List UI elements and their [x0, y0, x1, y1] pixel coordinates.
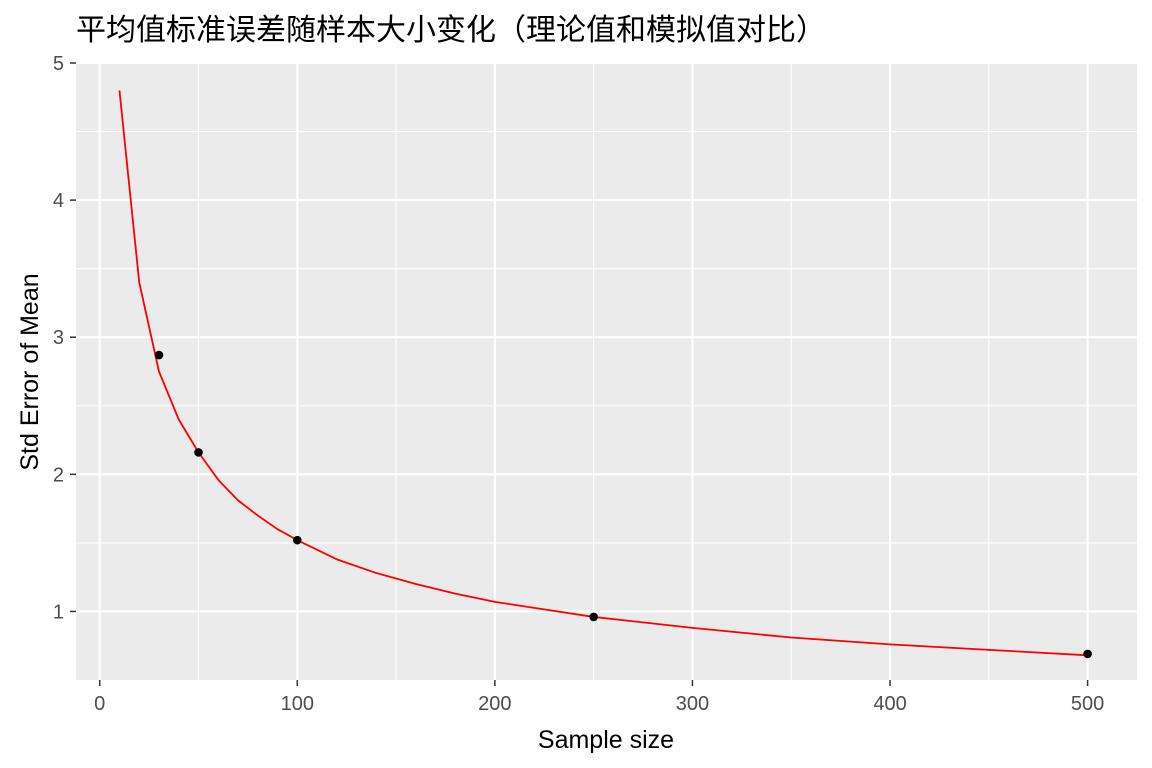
- chart-title: 平均值标准误差随样本大小变化（理论值和模拟值对比）: [76, 13, 826, 48]
- simulated-point: [1083, 649, 1092, 659]
- simulated-point: [194, 448, 203, 457]
- axis-ticks: [70, 62, 1089, 686]
- simulated-point: [154, 350, 164, 360]
- x-tick-labels: 0 100 200 300 400 500: [94, 693, 1104, 715]
- theoretical-line: [118, 90, 1088, 657]
- simulated-point: [292, 535, 302, 545]
- x-tick-label: 300: [676, 693, 709, 715]
- x-tick-label: 200: [478, 693, 511, 715]
- y-tick-labels: 1 2 3 4 5: [53, 53, 64, 623]
- series-layer: [118, 90, 1092, 659]
- y-tick-label: 1: [53, 601, 64, 623]
- y-tick-label: 4: [53, 190, 64, 212]
- y-tick-label: 5: [53, 53, 64, 75]
- y-tick-label: 3: [53, 327, 64, 349]
- y-tick-label: 2: [53, 464, 64, 486]
- x-tick-label: 500: [1071, 693, 1104, 715]
- y-axis-title: Std Error of Mean: [16, 273, 44, 470]
- plot-panel: [76, 63, 1137, 680]
- x-tick-label: 0: [94, 693, 105, 715]
- x-tick-label: 100: [281, 693, 314, 715]
- simulated-point: [589, 612, 598, 622]
- major-gridlines: [76, 61, 1137, 680]
- minor-gridlines: [76, 63, 1137, 680]
- x-tick-label: 400: [873, 693, 906, 715]
- x-axis-title: Sample size: [538, 726, 674, 754]
